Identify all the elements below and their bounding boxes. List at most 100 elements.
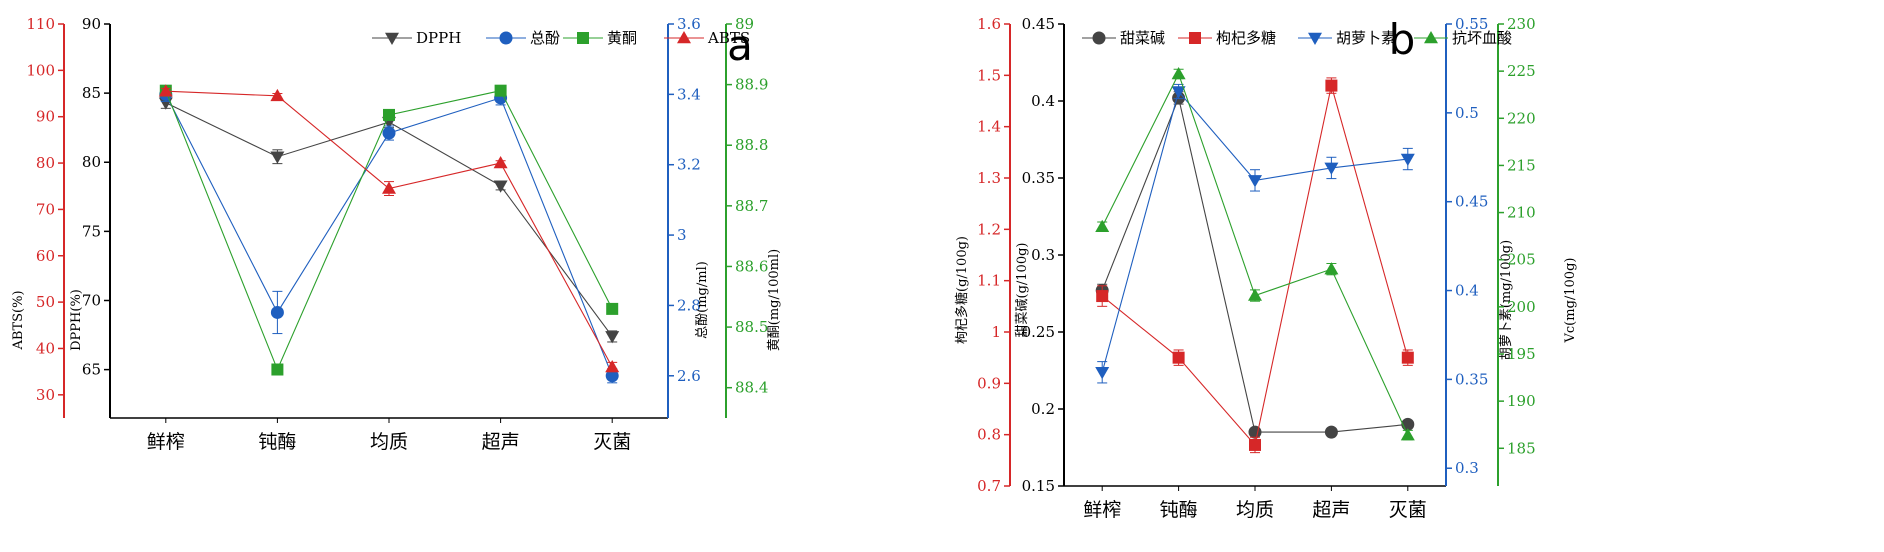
data-point [605,360,620,373]
dpph-tick-label: 90 [82,15,101,33]
data-point [382,181,396,194]
abts-tick-label: 50 [36,293,55,311]
legend-label: DPPH [416,29,461,47]
vc-tick-label: 210 [1507,204,1536,222]
vc-tick-label: 215 [1507,156,1536,174]
chart-a: 鲜榨 钝酶 均质 超声 灭菌 30 40 50 60 70 80 90 100 110 ABTS(%) 65 7… [11,15,782,453]
x-tick-label: 超声 [1312,499,1350,521]
abts-axis-title: ABTS(%) [11,290,26,350]
x-tick-label: 钝酶 [258,431,296,453]
abts-tick-label: 60 [36,247,55,265]
legend-label: 甜菜碱 [1120,29,1165,47]
lbp-tick-label: 0.8 [977,426,1001,444]
data-point [270,88,285,102]
data-point [158,84,173,97]
data-point [1324,162,1339,175]
legend-label: 胡萝卜素 [1336,29,1396,47]
data-point [382,126,396,140]
series-3 [1095,83,1415,384]
legend-marker [1308,32,1322,45]
lbp-tick-label: 1.3 [977,169,1001,187]
series-line [1101,90,1408,373]
legend-marker [385,32,399,45]
panel-label: a [727,21,753,70]
data-point [1248,175,1262,188]
legend-label: ABTS [707,29,750,47]
data-point [493,156,508,169]
vc-tick-label: 190 [1507,392,1536,410]
data-point [1095,219,1110,232]
car-tick-label: 0.3 [1455,459,1479,477]
data-point [1171,66,1186,80]
vc-tick-label: 200 [1507,298,1536,316]
fl-tick-label: 88.9 [735,76,768,94]
lbp-tick-label: 1.5 [977,66,1001,84]
bet-tick-label: 0.4 [1031,92,1055,110]
x-tick-label: 灭菌 [593,431,631,453]
car-tick-label: 0.45 [1455,193,1488,211]
x-tick-label: 均质 [1236,499,1274,521]
x-tick-label: 均质 [370,431,408,453]
abts-tick-label: 40 [36,339,55,357]
dpph-tick-label: 85 [82,84,101,102]
data-point [493,180,508,193]
series-line [1101,96,1408,433]
car-tick-label: 0.35 [1455,370,1488,388]
panel-label: b [1389,15,1416,64]
data-point [1096,290,1109,303]
series-2 [1096,77,1414,454]
data-point [1172,351,1185,364]
data-point [270,151,285,164]
data-point [1248,425,1262,439]
abts-tick-label: 80 [36,154,55,172]
series-4 [1095,66,1415,441]
data-point [1249,438,1261,451]
data-point [1324,262,1339,275]
dpph-tick-label: 75 [82,222,101,240]
legend-marker [1189,32,1201,44]
car-axis-title: 胡萝卜素(mg/100g) [1499,240,1514,360]
abts-tick-label: 70 [36,200,55,218]
data-point [1401,351,1414,364]
fl-tick-label: 88.7 [735,197,768,215]
vc-tick-label: 185 [1507,439,1536,457]
bet-tick-label: 0.25 [1022,323,1055,341]
x-tick-label: 鲜榨 [1083,499,1121,521]
lbp-tick-label: 1 [991,323,1001,341]
bet-tick-label: 0.15 [1022,477,1055,495]
series-line [1101,85,1409,447]
data-point [271,363,284,376]
series-2 [159,86,619,384]
bet-axis-title: 甜菜碱(g/100g) [1014,243,1030,338]
lbp-axis-title: 枸杞多糖(g/100g) [954,236,970,344]
x-tick-label: 钝酶 [1160,499,1198,521]
dpph-tick-label: 80 [82,153,101,171]
legend-label: 抗坏血酸 [1452,29,1512,47]
abts-tick-label: 30 [36,386,55,404]
x-tick-label: 灭菌 [1389,499,1427,521]
fl-tick-label: 89 [735,15,754,33]
data-point [606,302,619,315]
legend-label: 总酚 [530,29,560,47]
data-point [383,108,395,121]
x-tick-label: 鲜榨 [147,431,185,453]
fl-tick-label: 88.6 [735,257,768,275]
chart-b: 鲜榨 钝酶 均质 超声 灭菌 0.7 0.8 0.9 1 1.1 1.2 1.3 1.4 1.5 1.6 枸杞… [954,15,1578,521]
car-tick-label: 0.55 [1455,15,1488,33]
lbp-tick-label: 1.1 [977,272,1001,290]
vc-tick-label: 220 [1507,109,1536,127]
tp-tick-label: 3.2 [677,156,701,174]
legend-label: 黄酮 [607,29,637,47]
lbp-tick-label: 1.6 [977,15,1001,33]
legend-marker [1092,31,1106,45]
fl-tick-label: 88.8 [735,136,768,154]
series-4 [158,84,620,373]
legend-label: 枸杞多糖 [1216,29,1276,47]
car-tick-label: 0.4 [1455,282,1479,300]
data-point [494,84,507,97]
dpph-tick-label: 70 [82,291,101,309]
data-point [605,331,620,344]
abts-tick-label: 90 [36,108,55,126]
vc-tick-label: 230 [1507,15,1536,33]
legend-marker [499,31,513,45]
